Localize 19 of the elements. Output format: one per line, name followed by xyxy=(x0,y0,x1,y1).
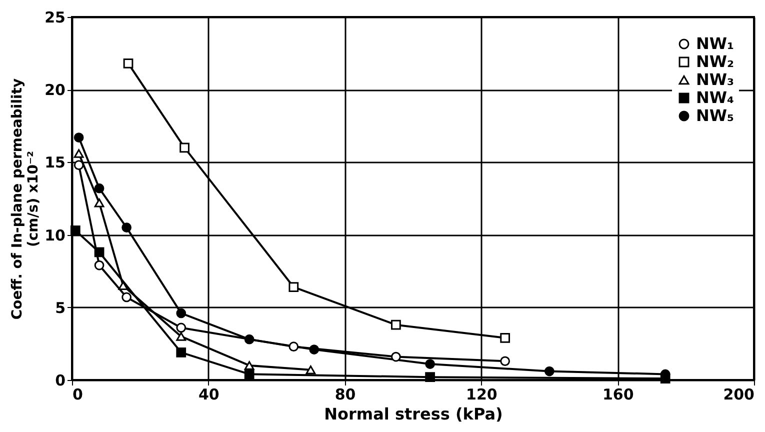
y-tick-label: 10 xyxy=(44,226,66,244)
legend-label: NW₂ xyxy=(696,52,734,71)
x-tick-label: 120 xyxy=(466,386,498,404)
x-tick-label: 0 xyxy=(72,386,83,404)
y-tick-label: 25 xyxy=(44,8,66,26)
y-tick-label: 20 xyxy=(44,81,66,100)
y-axis-title: Coeff. of In-plane permeability (cm/s) x10⁻² xyxy=(10,78,42,320)
y-tick-label: 5 xyxy=(55,298,66,317)
x-tick-label: 200 xyxy=(723,386,754,404)
x-tick-label: 160 xyxy=(602,386,634,404)
x-axis-title: Normal stress (kPa) xyxy=(324,404,503,424)
y-tick-label: 0 xyxy=(55,372,66,390)
legend-label: NW₃ xyxy=(696,70,734,89)
legend-label: NW₁ xyxy=(696,34,734,53)
x-tick-label: 40 xyxy=(198,386,220,404)
legend-label: NW₅ xyxy=(696,106,734,125)
legend-label: NW₄ xyxy=(696,88,734,107)
y-tick-label: 15 xyxy=(44,154,66,172)
x-tick-label: 80 xyxy=(334,386,356,404)
